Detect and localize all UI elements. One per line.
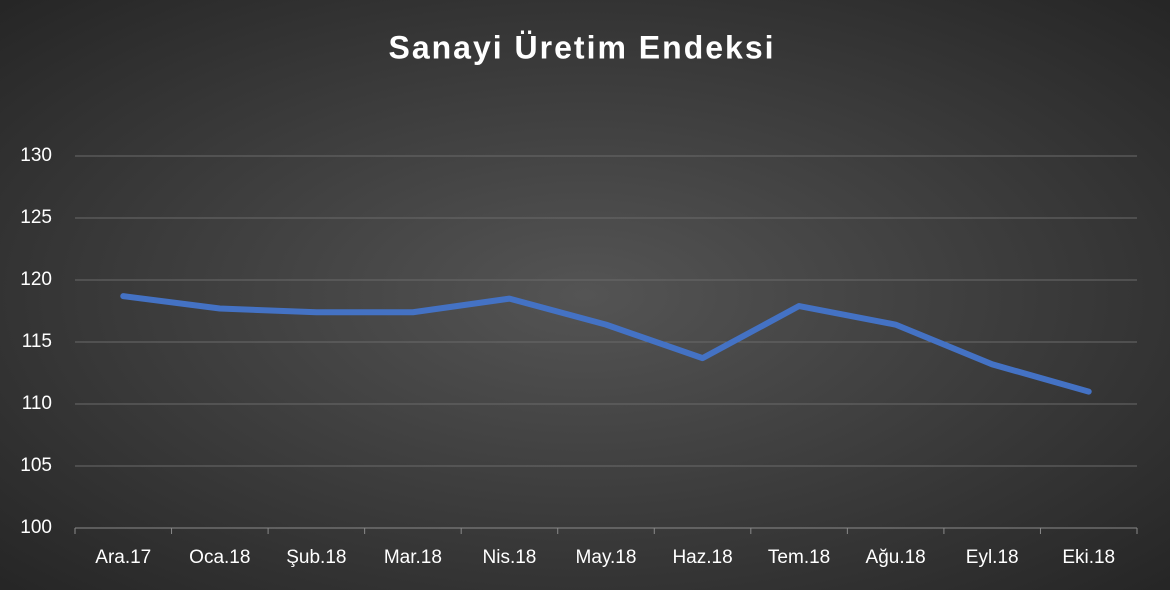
x-tick-label: Ağu.18 (866, 547, 926, 568)
y-tick-label: 110 (22, 393, 52, 414)
x-tick-label: May.18 (576, 547, 637, 568)
chart-title: Sanayi Üretim Endeksi (388, 29, 775, 65)
x-tick-label: Tem.18 (768, 547, 830, 568)
y-tick-label: 105 (20, 455, 52, 476)
y-tick-label: 100 (20, 517, 52, 538)
x-tick-label: Mar.18 (384, 547, 442, 568)
y-tick-label: 120 (20, 269, 52, 290)
data-line (120, 293, 1092, 395)
x-tick-label: Eki.18 (1062, 547, 1115, 568)
y-tick-label: 130 (20, 145, 52, 166)
x-tick-label: Eyl.18 (966, 547, 1019, 568)
y-tick-label: 115 (22, 331, 52, 352)
x-tick-label: Ara.17 (95, 547, 151, 568)
x-tick-label: Oca.18 (189, 547, 250, 568)
x-tick-label: Nis.18 (483, 547, 537, 568)
x-tick-label: Haz.18 (672, 547, 732, 568)
x-tick-label: Şub.18 (286, 547, 346, 568)
y-tick-label: 125 (20, 207, 52, 228)
